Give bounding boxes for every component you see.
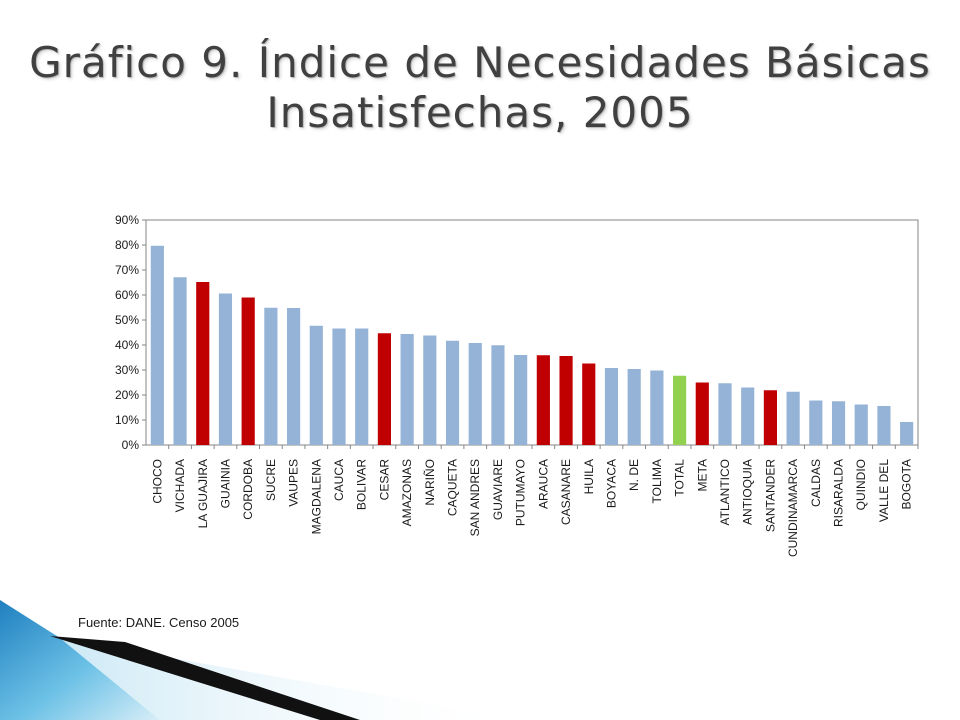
bar xyxy=(468,343,482,445)
bar xyxy=(900,422,914,445)
bar xyxy=(377,333,391,445)
x-tick-label: META xyxy=(695,459,709,491)
bar xyxy=(718,383,732,445)
x-tick-label: BOYACA xyxy=(604,459,618,508)
bar xyxy=(400,334,414,445)
x-tick-label: LA GUAJIRA xyxy=(196,459,210,528)
x-tick-label: BOGOTA xyxy=(900,459,914,509)
y-tick-label: 90% xyxy=(115,213,139,227)
y-tick-label: 40% xyxy=(115,338,139,352)
bar xyxy=(423,335,437,445)
y-tick-label: 20% xyxy=(115,388,139,402)
bar xyxy=(582,363,596,445)
bar xyxy=(627,369,641,445)
bar xyxy=(604,368,619,445)
x-tick-label: SANTANDER xyxy=(763,459,777,532)
bar xyxy=(763,390,777,445)
x-tick-label: GUAINIA xyxy=(218,459,232,508)
x-tick-label: VICHADA xyxy=(173,459,187,512)
y-tick-label: 10% xyxy=(115,413,139,427)
bar xyxy=(786,391,800,445)
x-tick-label: TOLIMA xyxy=(650,459,664,503)
bar xyxy=(491,345,505,445)
y-tick-label: 80% xyxy=(115,238,139,252)
x-tick-label: CORDOBA xyxy=(241,459,255,520)
bar xyxy=(173,277,187,445)
slide-title: Gráfico 9. Índice de Necesidades Básicas… xyxy=(0,38,960,138)
x-tick-label: RISARALDA xyxy=(832,459,846,527)
bar xyxy=(536,355,550,445)
x-tick-label: HUILA xyxy=(582,459,596,494)
x-tick-label: CASANARE xyxy=(559,459,573,525)
bar xyxy=(241,297,255,445)
bar xyxy=(673,375,687,445)
slide-title-line-1: Gráfico 9. Índice de Necesidades Básicas xyxy=(29,38,931,87)
bar xyxy=(741,387,755,445)
x-tick-label: PUTUMAYO xyxy=(514,459,528,526)
y-tick-label: 70% xyxy=(115,263,139,277)
corner-blue-wedge xyxy=(0,600,160,720)
corner-light-sweep xyxy=(60,638,520,720)
bar xyxy=(309,325,323,445)
y-tick-label: 30% xyxy=(115,363,139,377)
x-tick-label: N. DE xyxy=(627,459,641,491)
x-tick-label: VAUPES xyxy=(287,459,301,507)
x-tick-label: ANTIOQUIA xyxy=(741,459,755,525)
bar xyxy=(695,382,709,445)
bar xyxy=(809,400,823,445)
bar xyxy=(877,406,891,445)
bar-chart: 0% 10% 20% 30% 40% 50% 60% 70% 80% 90% CHOCO VICHAD… xyxy=(115,213,919,557)
corner-decoration xyxy=(0,600,520,720)
bar xyxy=(650,370,664,445)
x-tick-label: NARIÑO xyxy=(423,459,437,506)
bar xyxy=(831,401,846,445)
y-tick-label: 50% xyxy=(115,313,139,327)
bar xyxy=(355,328,369,445)
x-tick-label: GUAVIARE xyxy=(491,459,505,520)
bar xyxy=(150,245,164,445)
x-tick-label: CALDAS xyxy=(809,459,823,507)
plot-frame xyxy=(145,219,919,446)
x-tick-label: ATLANTICO xyxy=(718,459,732,525)
bar xyxy=(514,355,528,445)
x-tick-label: TOTAL xyxy=(673,459,687,497)
x-tick-label: BOLIVAR xyxy=(355,459,369,510)
x-tick-label: ARAUCA xyxy=(536,459,550,509)
bar xyxy=(559,356,573,445)
x-tick-label: CAQUETA xyxy=(446,459,460,516)
x-tick-label: CUNDINAMARCA xyxy=(786,459,800,557)
x-tick-label: VALLE DEL xyxy=(877,459,891,522)
x-tick-label: MAGDALENA xyxy=(309,459,323,534)
x-tick-label: AMAZONAS xyxy=(400,459,414,526)
x-tick-label: SUCRE xyxy=(264,459,278,501)
bar xyxy=(854,404,868,445)
chart-panel: 0% 10% 20% 30% 40% 50% 60% 70% 80% 90% CHOCO VICHAD… xyxy=(42,196,920,641)
x-tick-label: CAUCA xyxy=(332,459,346,501)
x-tick-label: QUINDIO xyxy=(854,459,868,510)
x-tick-label: CESAR xyxy=(377,459,391,501)
y-tick-label: 60% xyxy=(115,288,139,302)
bar xyxy=(287,308,301,445)
slide-title-line-2: Insatisfechas, 2005 xyxy=(266,88,694,137)
bar xyxy=(264,307,278,445)
bar xyxy=(196,282,210,445)
bar xyxy=(218,293,233,445)
corner-dark-stripe xyxy=(50,636,360,720)
x-tick-label: CHOCO xyxy=(150,459,164,504)
y-tick-label: 0% xyxy=(122,438,140,452)
x-tick-label: SAN ANDRES xyxy=(468,459,482,536)
source-note: Fuente: DANE. Censo 2005 xyxy=(78,615,240,630)
bar xyxy=(332,328,346,445)
bar xyxy=(445,340,460,445)
